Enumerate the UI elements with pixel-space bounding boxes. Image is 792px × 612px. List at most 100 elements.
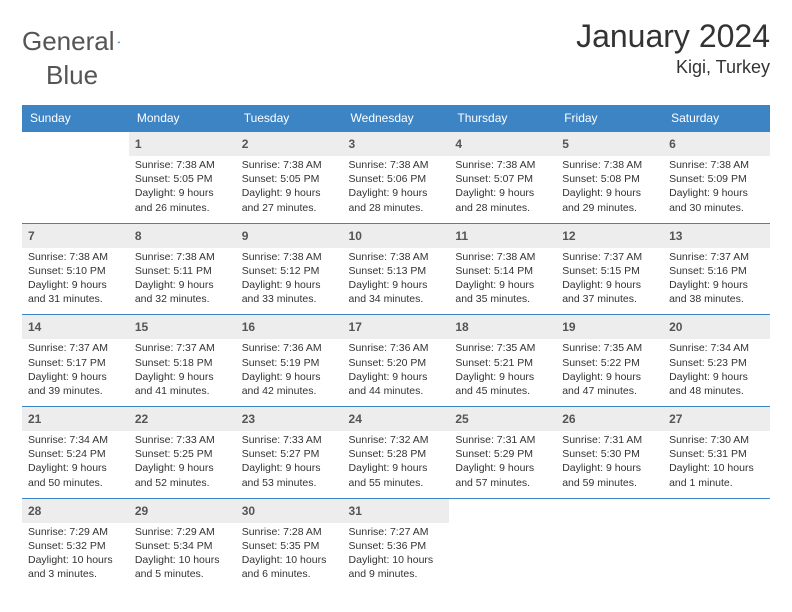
day-number: 21 <box>28 412 41 426</box>
sunset-text: Sunset: 5:14 PM <box>455 264 550 278</box>
daylight-text: Daylight: 9 hours <box>349 186 444 200</box>
sunset-text: Sunset: 5:05 PM <box>242 172 337 186</box>
sunset-text: Sunset: 5:36 PM <box>349 539 444 553</box>
sunset-text: Sunset: 5:27 PM <box>242 447 337 461</box>
day-number: 20 <box>669 320 682 334</box>
daylight-text: Daylight: 9 hours <box>562 370 657 384</box>
daylight-text: and 1 minute. <box>669 476 764 490</box>
daylight-text: and 33 minutes. <box>242 292 337 306</box>
sunset-text: Sunset: 5:12 PM <box>242 264 337 278</box>
weekday-header: Monday <box>129 105 236 131</box>
sunrise-text: Sunrise: 7:35 AM <box>562 341 657 355</box>
calendar-cell: 6Sunrise: 7:38 AMSunset: 5:09 PMDaylight… <box>663 131 770 223</box>
sunrise-text: Sunrise: 7:33 AM <box>135 433 230 447</box>
daylight-text: and 53 minutes. <box>242 476 337 490</box>
sunset-text: Sunset: 5:28 PM <box>349 447 444 461</box>
daylight-text: and 50 minutes. <box>28 476 123 490</box>
daylight-text: Daylight: 10 hours <box>135 553 230 567</box>
daylight-text: and 32 minutes. <box>135 292 230 306</box>
daylight-text: Daylight: 9 hours <box>455 186 550 200</box>
day-number: 4 <box>455 137 462 151</box>
day-number: 12 <box>562 229 575 243</box>
sunrise-text: Sunrise: 7:38 AM <box>135 158 230 172</box>
daylight-text: and 3 minutes. <box>28 567 123 581</box>
daylight-text: and 37 minutes. <box>562 292 657 306</box>
sunset-text: Sunset: 5:23 PM <box>669 356 764 370</box>
daylight-text: and 57 minutes. <box>455 476 550 490</box>
daylight-text: and 35 minutes. <box>455 292 550 306</box>
daylight-text: Daylight: 9 hours <box>562 461 657 475</box>
daylight-text: and 44 minutes. <box>349 384 444 398</box>
sunset-text: Sunset: 5:17 PM <box>28 356 123 370</box>
daylight-text: Daylight: 9 hours <box>135 186 230 200</box>
sunrise-text: Sunrise: 7:38 AM <box>135 250 230 264</box>
weekday-header: Saturday <box>663 105 770 131</box>
sunrise-text: Sunrise: 7:37 AM <box>669 250 764 264</box>
calendar-cell: 10Sunrise: 7:38 AMSunset: 5:13 PMDayligh… <box>343 223 450 315</box>
day-number: 18 <box>455 320 468 334</box>
daylight-text: Daylight: 9 hours <box>135 461 230 475</box>
daylight-text: Daylight: 9 hours <box>28 461 123 475</box>
sunset-text: Sunset: 5:35 PM <box>242 539 337 553</box>
day-number: 19 <box>562 320 575 334</box>
weekday-header: Thursday <box>449 105 556 131</box>
calendar-cell: 4Sunrise: 7:38 AMSunset: 5:07 PMDaylight… <box>449 131 556 223</box>
daylight-text: and 55 minutes. <box>349 476 444 490</box>
day-number: 31 <box>349 504 362 518</box>
daylight-text: and 38 minutes. <box>669 292 764 306</box>
weekday-header: Friday <box>556 105 663 131</box>
daylight-text: Daylight: 9 hours <box>455 370 550 384</box>
sunrise-text: Sunrise: 7:38 AM <box>455 250 550 264</box>
sunrise-text: Sunrise: 7:36 AM <box>349 341 444 355</box>
day-number: 28 <box>28 504 41 518</box>
sunrise-text: Sunrise: 7:28 AM <box>242 525 337 539</box>
logo: General <box>22 18 143 57</box>
calendar-cell: 5Sunrise: 7:38 AMSunset: 5:08 PMDaylight… <box>556 131 663 223</box>
sunrise-text: Sunrise: 7:37 AM <box>135 341 230 355</box>
day-number: 23 <box>242 412 255 426</box>
sunrise-text: Sunrise: 7:38 AM <box>562 158 657 172</box>
calendar-cell: 8Sunrise: 7:38 AMSunset: 5:11 PMDaylight… <box>129 223 236 315</box>
sunset-text: Sunset: 5:29 PM <box>455 447 550 461</box>
calendar-cell: 13Sunrise: 7:37 AMSunset: 5:16 PMDayligh… <box>663 223 770 315</box>
sunset-text: Sunset: 5:34 PM <box>135 539 230 553</box>
daylight-text: and 59 minutes. <box>562 476 657 490</box>
calendar-cell: 7Sunrise: 7:38 AMSunset: 5:10 PMDaylight… <box>22 223 129 315</box>
sunrise-text: Sunrise: 7:29 AM <box>28 525 123 539</box>
daylight-text: Daylight: 9 hours <box>455 278 550 292</box>
daylight-text: and 28 minutes. <box>349 201 444 215</box>
daylight-text: and 9 minutes. <box>349 567 444 581</box>
sunset-text: Sunset: 5:10 PM <box>28 264 123 278</box>
calendar-cell: 27Sunrise: 7:30 AMSunset: 5:31 PMDayligh… <box>663 406 770 498</box>
sunrise-text: Sunrise: 7:31 AM <box>562 433 657 447</box>
daylight-text: Daylight: 9 hours <box>669 186 764 200</box>
calendar-cell: 12Sunrise: 7:37 AMSunset: 5:15 PMDayligh… <box>556 223 663 315</box>
calendar-week-row: 14Sunrise: 7:37 AMSunset: 5:17 PMDayligh… <box>22 314 770 406</box>
daylight-text: and 41 minutes. <box>135 384 230 398</box>
calendar-cell: 30Sunrise: 7:28 AMSunset: 5:35 PMDayligh… <box>236 498 343 590</box>
calendar-cell: 25Sunrise: 7:31 AMSunset: 5:29 PMDayligh… <box>449 406 556 498</box>
daylight-text: Daylight: 9 hours <box>242 278 337 292</box>
calendar-cell: 20Sunrise: 7:34 AMSunset: 5:23 PMDayligh… <box>663 314 770 406</box>
day-number: 8 <box>135 229 142 243</box>
daylight-text: Daylight: 9 hours <box>455 461 550 475</box>
sunrise-text: Sunrise: 7:33 AM <box>242 433 337 447</box>
sunrise-text: Sunrise: 7:34 AM <box>669 341 764 355</box>
sunset-text: Sunset: 5:18 PM <box>135 356 230 370</box>
sunrise-text: Sunrise: 7:37 AM <box>562 250 657 264</box>
daylight-text: and 48 minutes. <box>669 384 764 398</box>
weekday-header-row: Sunday Monday Tuesday Wednesday Thursday… <box>22 105 770 131</box>
daylight-text: Daylight: 9 hours <box>28 370 123 384</box>
calendar-cell <box>449 498 556 590</box>
day-number: 1 <box>135 137 142 151</box>
daylight-text: Daylight: 9 hours <box>135 278 230 292</box>
weekday-header: Wednesday <box>343 105 450 131</box>
sunset-text: Sunset: 5:22 PM <box>562 356 657 370</box>
sunset-text: Sunset: 5:20 PM <box>349 356 444 370</box>
sunset-text: Sunset: 5:32 PM <box>28 539 123 553</box>
sunrise-text: Sunrise: 7:36 AM <box>242 341 337 355</box>
daylight-text: and 52 minutes. <box>135 476 230 490</box>
daylight-text: and 30 minutes. <box>669 201 764 215</box>
sunrise-text: Sunrise: 7:38 AM <box>242 158 337 172</box>
day-number: 22 <box>135 412 148 426</box>
